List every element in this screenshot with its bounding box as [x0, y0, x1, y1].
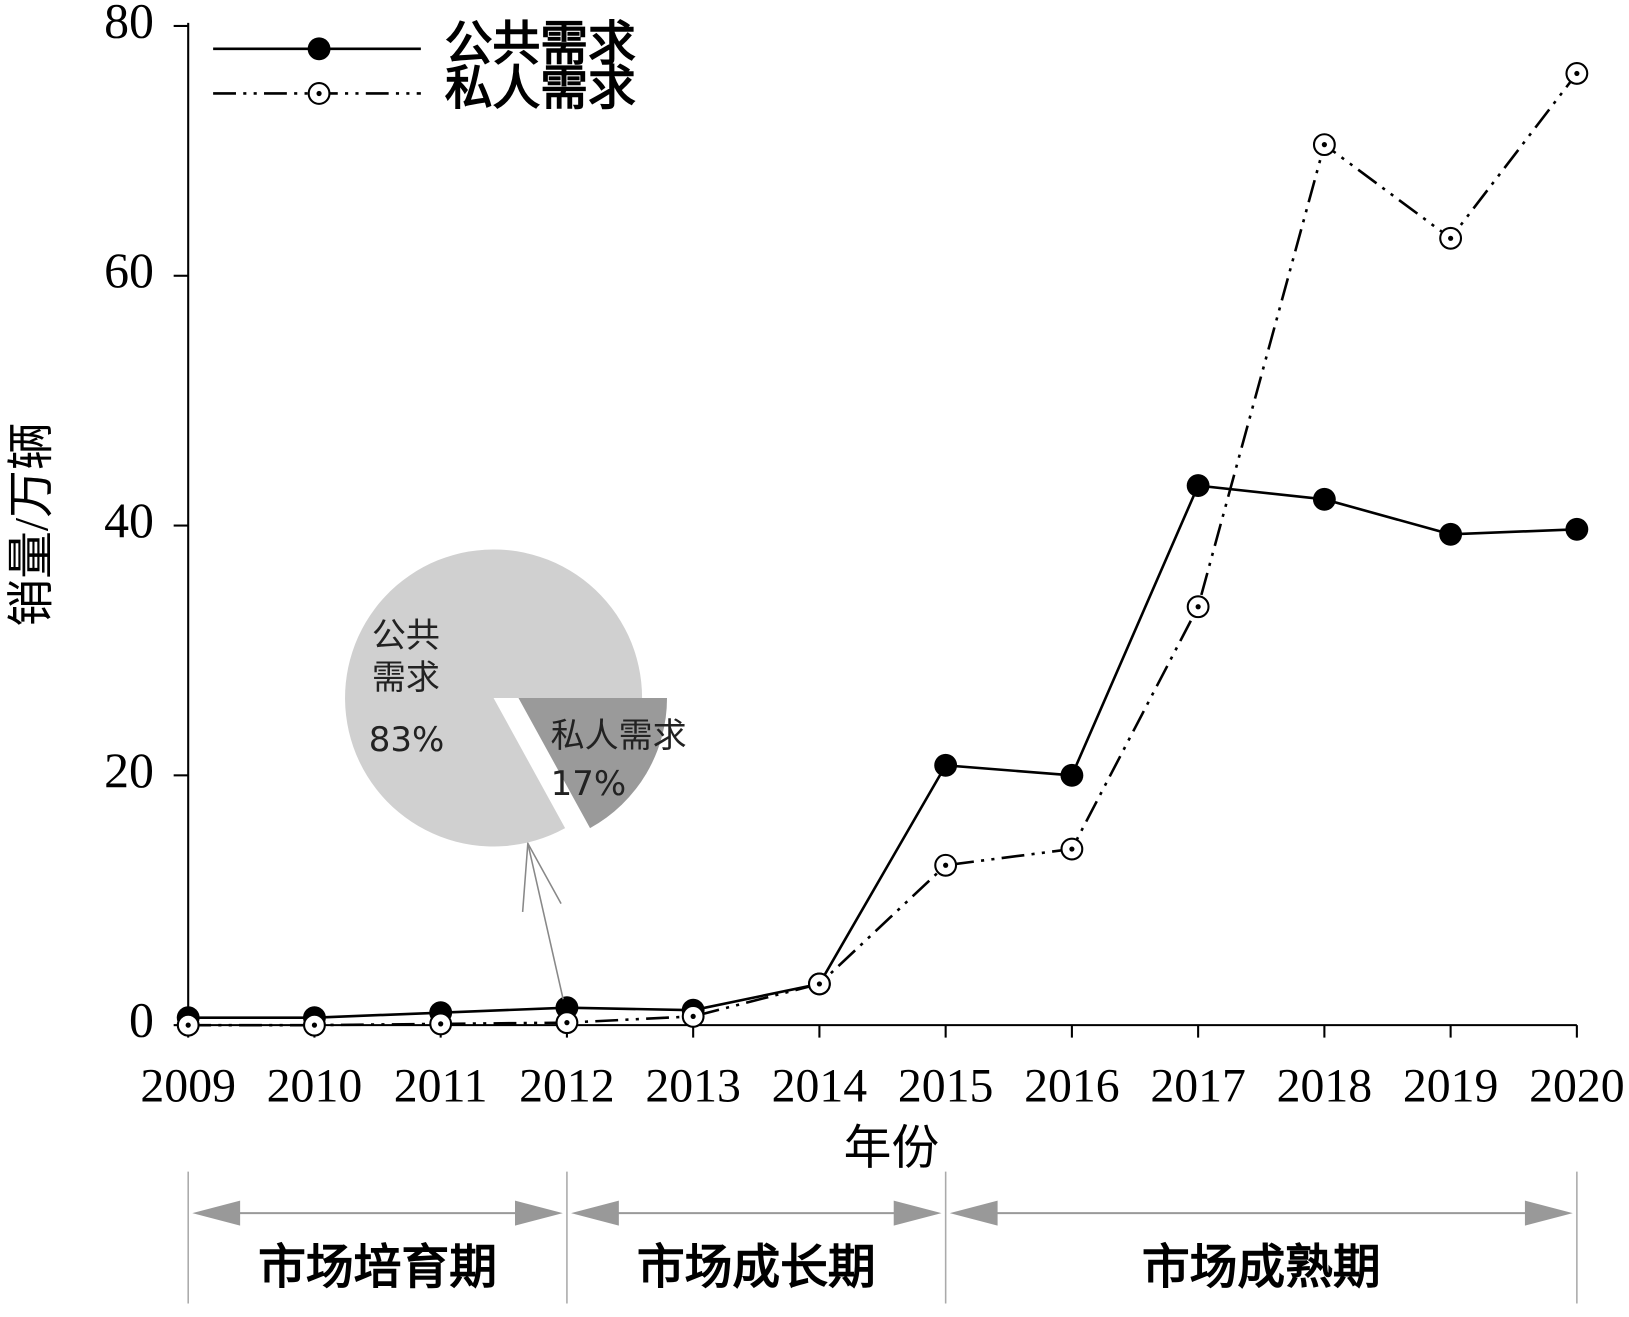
legend-label: 公共需求	[445, 18, 636, 71]
marker	[807, 972, 831, 996]
marker-dot	[1195, 604, 1201, 610]
marker-dot	[316, 90, 322, 97]
marker	[1060, 763, 1084, 787]
marker	[555, 1011, 579, 1035]
marker	[934, 853, 958, 877]
y-tick-label: 0	[129, 993, 154, 1048]
period-arrowhead	[192, 1200, 241, 1226]
x-tick-label: 2017	[1150, 1060, 1246, 1113]
marker	[429, 1012, 453, 1036]
period-arrowhead	[571, 1200, 619, 1226]
x-tick-label: 2018	[1277, 1060, 1373, 1113]
marker	[1565, 62, 1589, 85]
marker	[1060, 837, 1084, 861]
period-arrowhead	[949, 1200, 998, 1226]
marker	[1439, 522, 1463, 546]
marker	[934, 753, 958, 777]
x-tick-label: 2014	[772, 1060, 868, 1113]
marker-dot	[564, 1020, 570, 1026]
marker-dot	[816, 981, 823, 987]
x-tick-label: 2015	[898, 1060, 994, 1113]
x-tick-label: 2013	[645, 1060, 741, 1113]
pointer-arrow	[527, 843, 564, 1000]
y-tick-label: 20	[104, 743, 154, 798]
period-label: 市场成长期	[637, 1241, 876, 1294]
marker-dot	[185, 1022, 191, 1028]
marker	[307, 82, 331, 105]
marker-dot	[311, 1022, 318, 1028]
marker	[1312, 133, 1336, 157]
period-arrowhead	[1524, 1200, 1573, 1226]
period-label: 市场培育期	[258, 1241, 497, 1294]
marker-dot	[690, 1013, 696, 1019]
y-tick-label: 80	[104, 0, 154, 48]
pie-label: 公共需求	[371, 616, 440, 699]
x-axis-label: 年份	[844, 1122, 940, 1175]
period-arrowhead	[893, 1200, 942, 1226]
marker	[176, 1013, 200, 1037]
series-line	[188, 484, 1577, 1019]
x-tick-label: 2010	[267, 1060, 363, 1113]
pie-slice	[345, 549, 643, 847]
y-axis-label: 销量/万辆	[6, 422, 59, 626]
marker-dot	[1448, 235, 1454, 241]
marker-dot	[1069, 846, 1075, 852]
y-tick-label: 60	[104, 243, 154, 298]
x-tick-label: 2019	[1403, 1060, 1499, 1113]
marker	[303, 1013, 326, 1037]
pie-value-label: 83%	[368, 719, 445, 760]
period-arrowhead	[514, 1200, 563, 1226]
series-line	[188, 72, 1578, 1027]
marker-dot	[1574, 70, 1580, 77]
marker	[1565, 517, 1589, 541]
period-label: 市场成熟期	[1142, 1241, 1381, 1294]
marker	[1186, 474, 1210, 498]
pie-value-label: 17%	[550, 763, 627, 804]
marker-dot	[1321, 142, 1327, 148]
x-tick-label: 2020	[1529, 1060, 1625, 1113]
pie-slice	[518, 697, 668, 829]
pointer-arrowhead	[521, 840, 562, 912]
x-tick-label: 2016	[1024, 1060, 1120, 1113]
marker	[1312, 487, 1336, 511]
x-tick-label: 2011	[394, 1060, 488, 1113]
legend-label: 私人需求	[445, 62, 636, 115]
y-tick-label: 40	[104, 493, 154, 548]
pie-label: 私人需求	[550, 715, 687, 756]
marker	[1186, 595, 1210, 619]
x-tick-label: 2012	[519, 1060, 615, 1113]
marker-dot	[438, 1021, 444, 1027]
marker	[681, 1004, 705, 1028]
marker	[307, 37, 331, 61]
marker-dot	[943, 862, 949, 868]
marker	[1439, 226, 1463, 250]
x-tick-label: 2009	[140, 1060, 236, 1113]
